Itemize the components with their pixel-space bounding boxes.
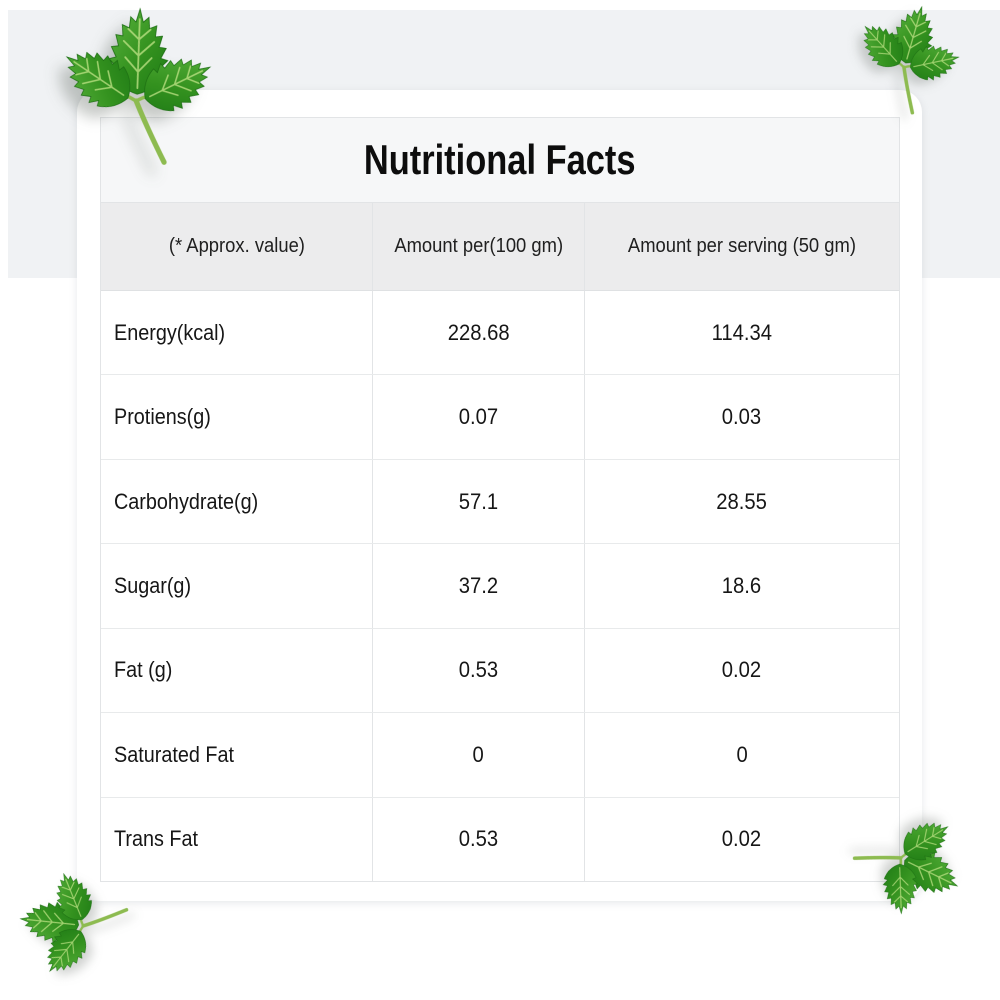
row-per100-cell: 57.1 xyxy=(373,459,585,544)
nutrition-card: Nutritional Facts (* Approx. value) Amou… xyxy=(77,90,922,901)
row-per100-cell: 0 xyxy=(373,713,585,797)
table-row-fat: Fat (g) 0.53 0.02 xyxy=(101,628,899,714)
row-perserving-cell: 0.02 xyxy=(722,826,762,852)
row-label-cell: Energy(kcal) xyxy=(101,291,374,375)
row-per100-cell: 0.53 xyxy=(373,628,585,713)
row-per100-cell: 37.2 xyxy=(373,544,585,628)
table-row-sugar: Sugar(g) 37.2 18.6 xyxy=(101,544,899,629)
nutrition-table: Nutritional Facts (* Approx. value) Amou… xyxy=(100,117,900,882)
header-amount-per-serving: Amount per serving (50 gm) xyxy=(627,235,856,257)
row-label-cell: Carbohydrate(g) xyxy=(101,459,374,544)
row-label-cell: Saturated Fat xyxy=(101,713,374,797)
table-row-saturated-fat: Saturated Fat 0 0 xyxy=(101,713,899,798)
header-amount-per-100g: Amount per(100 gm) xyxy=(373,203,585,290)
row-per100-cell: 0.07 xyxy=(373,375,585,459)
table-row-carbohydrate: Carbohydrate(g) 57.1 28.55 xyxy=(101,459,899,545)
row-label-cell: Fat (g) xyxy=(101,628,374,713)
table-row-trans-fat: Trans Fat 0.53 0.02 xyxy=(101,797,899,881)
table-header-row: (* Approx. value) Amount per(100 gm) Amo… xyxy=(101,203,899,291)
row-perserving-cell: 28.55 xyxy=(716,488,768,514)
table-title-band: Nutritional Facts xyxy=(101,118,899,203)
table-row-energy: Energy(kcal) 228.68 114.34 xyxy=(101,291,899,376)
row-perserving-cell: 18.6 xyxy=(722,572,762,598)
row-perserving-cell: 114.34 xyxy=(711,319,772,345)
row-perserving-cell: 0.02 xyxy=(722,657,762,683)
row-label-cell: Sugar(g) xyxy=(101,544,374,628)
row-per100-cell: 228.68 xyxy=(373,291,585,375)
table-row-protiens: Protiens(g) 0.07 0.03 xyxy=(101,375,899,460)
row-label-cell: Protiens(g) xyxy=(101,375,374,459)
row-perserving-cell: 0.03 xyxy=(722,404,762,430)
page-title: Nutritional Facts xyxy=(364,136,636,183)
row-perserving-cell: 0 xyxy=(736,741,748,767)
header-approx-value: (* Approx. value) xyxy=(101,203,374,290)
row-label-cell: Trans Fat xyxy=(101,797,374,881)
row-per100-cell: 0.53 xyxy=(373,797,585,881)
